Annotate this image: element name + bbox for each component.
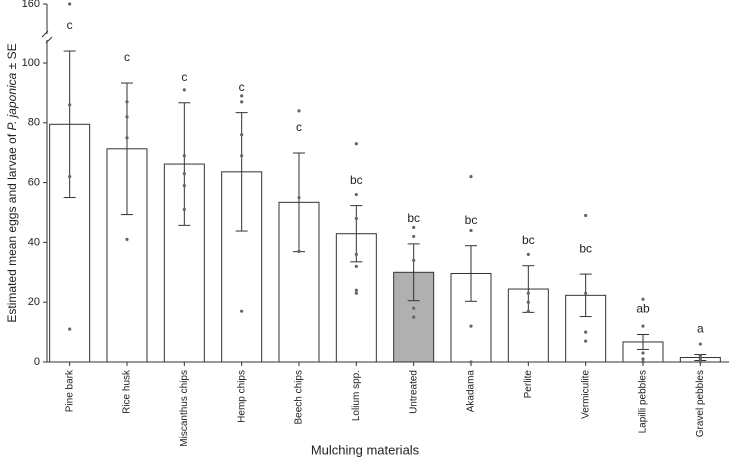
data-point bbox=[125, 100, 129, 104]
data-point bbox=[526, 252, 530, 256]
data-point bbox=[469, 360, 473, 364]
significance-letter: ab bbox=[636, 302, 650, 316]
data-point bbox=[354, 252, 358, 256]
data-point bbox=[125, 115, 129, 119]
x-tick-label: Rice husk bbox=[122, 369, 133, 414]
data-point bbox=[240, 133, 244, 137]
axis-break bbox=[41, 30, 49, 38]
significance-letter: bc bbox=[522, 233, 535, 247]
data-point bbox=[182, 207, 186, 212]
data-point bbox=[469, 228, 473, 233]
data-point bbox=[354, 192, 358, 197]
data-point bbox=[469, 324, 473, 328]
y-tick-label: 80 bbox=[28, 117, 40, 129]
significance-letter: bc bbox=[579, 241, 592, 255]
x-tick-label: Vermiculite bbox=[580, 370, 591, 419]
data-point bbox=[412, 306, 416, 310]
y-axis-label: Estimated mean eggs and larvae of P. jap… bbox=[5, 43, 19, 322]
y-tick-label: 60 bbox=[28, 177, 40, 189]
data-point bbox=[354, 264, 358, 268]
data-point bbox=[584, 213, 588, 218]
significance-letter: bc bbox=[465, 213, 478, 227]
y-tick-label: 160 bbox=[22, 0, 40, 10]
significance-letter: c bbox=[239, 80, 245, 94]
significance-letter: bc bbox=[407, 211, 420, 225]
significance-letter: c bbox=[181, 70, 187, 84]
data-point bbox=[412, 315, 416, 319]
data-point bbox=[412, 225, 416, 230]
data-point bbox=[584, 330, 588, 334]
data-point bbox=[297, 195, 301, 200]
significance-letter: bc bbox=[350, 173, 363, 187]
significance-letter: c bbox=[67, 18, 73, 32]
data-point bbox=[641, 360, 645, 364]
x-tick-label: Gravel pebbles bbox=[695, 370, 706, 437]
x-tick-label: Miscanthus chips bbox=[179, 370, 190, 447]
data-point bbox=[641, 297, 645, 301]
data-point bbox=[68, 175, 72, 179]
data-point bbox=[526, 309, 530, 313]
x-tick-label: Untreated bbox=[408, 370, 419, 414]
significance-letter: a bbox=[697, 322, 704, 336]
axis-break-gap bbox=[41, 34, 53, 40]
data-point bbox=[698, 360, 702, 364]
significance-letter: c bbox=[296, 120, 302, 134]
y-tick-label: 0 bbox=[34, 356, 40, 368]
data-point bbox=[182, 172, 186, 176]
significance-letter: c bbox=[124, 50, 130, 64]
data-point bbox=[412, 258, 416, 262]
data-point bbox=[354, 142, 358, 146]
data-point bbox=[68, 327, 72, 331]
axis-break bbox=[45, 36, 53, 44]
x-tick-label: Pine bark bbox=[64, 369, 75, 412]
y-label-part: Estimated mean eggs and larvae of bbox=[5, 130, 19, 322]
x-tick-label: Akadama bbox=[466, 370, 477, 413]
data-point bbox=[698, 357, 702, 361]
data-point bbox=[641, 324, 645, 328]
data-point bbox=[641, 357, 645, 361]
data-point bbox=[240, 309, 244, 313]
data-point bbox=[68, 103, 72, 107]
data-point bbox=[68, 2, 72, 6]
data-point bbox=[412, 234, 416, 239]
data-point bbox=[698, 342, 702, 346]
x-tick-label: Perlite bbox=[523, 370, 534, 399]
data-point bbox=[641, 351, 645, 355]
y-tick-label: 40 bbox=[28, 236, 40, 248]
data-point bbox=[584, 339, 588, 343]
data-point bbox=[526, 291, 530, 295]
data-point bbox=[182, 183, 186, 188]
data-point bbox=[698, 354, 702, 358]
x-tick-label: Lapilli pebbles bbox=[638, 370, 649, 433]
data-point bbox=[354, 288, 358, 292]
data-point bbox=[125, 237, 129, 242]
data-point bbox=[240, 154, 244, 158]
y-tick-label: 20 bbox=[28, 296, 40, 308]
data-point bbox=[240, 94, 244, 98]
x-tick-label: Lolium spp. bbox=[351, 370, 362, 421]
data-point bbox=[354, 291, 358, 295]
data-point bbox=[182, 154, 186, 158]
x-axis-label: Mulching materials bbox=[311, 442, 420, 457]
data-point bbox=[584, 291, 588, 295]
data-point bbox=[125, 136, 129, 140]
data-point bbox=[297, 249, 301, 253]
y-label-part: P. japonica bbox=[5, 72, 19, 130]
data-point bbox=[526, 300, 530, 304]
x-tick-label: Hemp chips bbox=[236, 370, 247, 423]
data-point bbox=[297, 109, 301, 113]
data-point bbox=[240, 100, 244, 104]
data-point bbox=[469, 175, 473, 179]
data-point bbox=[354, 216, 358, 221]
x-tick-label: Beech chips bbox=[294, 370, 305, 424]
y-label-part: ± SE bbox=[5, 43, 19, 72]
data-point bbox=[182, 88, 186, 92]
y-tick-label: 100 bbox=[22, 57, 40, 69]
